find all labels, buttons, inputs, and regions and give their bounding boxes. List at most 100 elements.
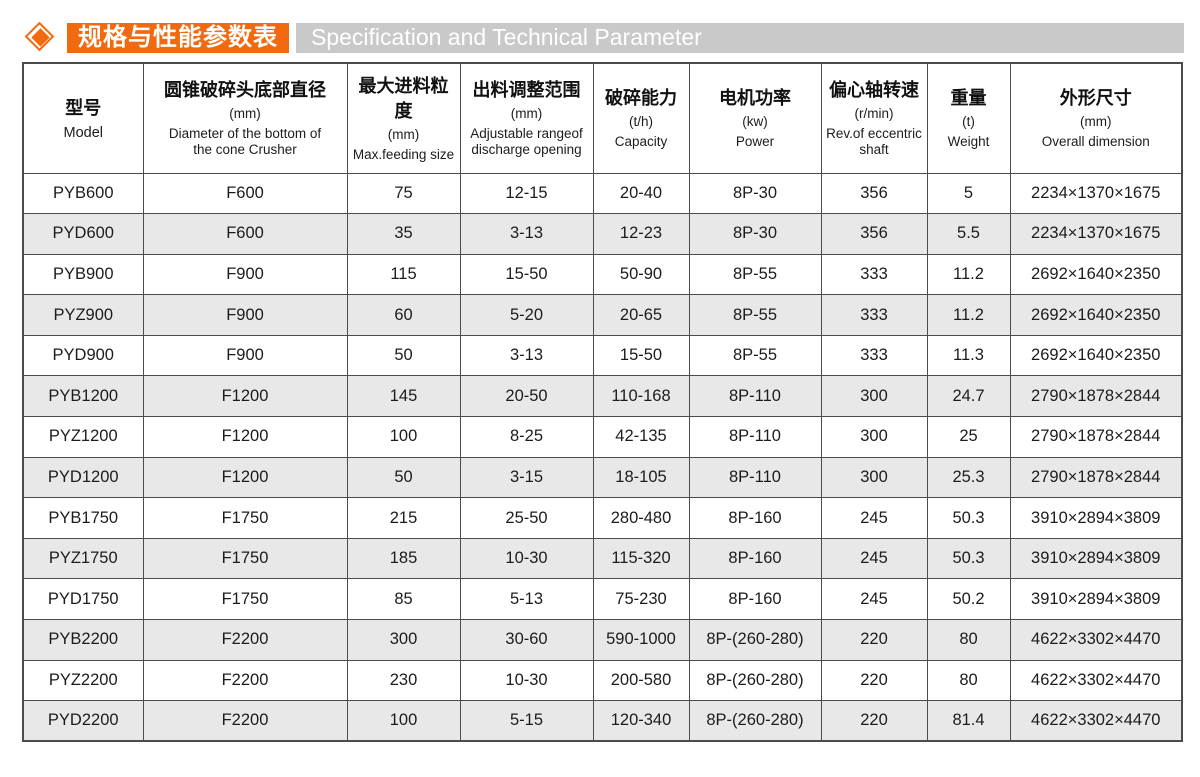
table-row-pyb2200: PYB2200 F2200 300 30-60 590-1000 8P-(260-280)… [22,619,1183,661]
column-unit: (t/h) [628,114,653,130]
cell-eccentric-speed: 333 [820,334,928,377]
cell-max-feeding-size: 185 [346,537,461,580]
cell-discharge-range: 5-15 [459,700,594,742]
cell-model: PYD1750 [22,578,144,621]
cell-bottom-diameter: F900 [142,253,348,296]
column-title-zh: 重量 [950,88,987,109]
cell-model: PYZ1750 [22,537,144,580]
cell-discharge-range: 20-50 [459,375,594,418]
cell-capacity: 20-40 [592,172,690,215]
cell-power: 8P-30 [688,213,822,255]
column-title-zh: 电机功率 [719,88,791,109]
column-unit: (mm) [510,106,543,122]
cell-overall-dimension: 2692×1640×2350 [1009,334,1183,377]
cell-capacity: 12-23 [592,213,690,255]
cell-weight: 11.3 [926,334,1011,377]
cell-overall-dimension: 2790×1878×2844 [1009,416,1183,458]
cell-weight: 5.5 [926,213,1011,255]
table-row-pyb1200: PYB1200 F1200 145 20-50 110-168 8P-110 300 24.7… [22,375,1183,418]
cell-discharge-range: 3-15 [459,456,594,499]
cell-power: 8P-110 [688,416,822,458]
column-title-zh: 外形尺寸 [1059,88,1132,109]
cell-weight: 11.2 [926,253,1011,296]
cell-bottom-diameter: F1200 [142,456,348,499]
cell-capacity: 120-340 [592,700,690,742]
cell-capacity: 200-580 [592,659,690,702]
cell-eccentric-speed: 220 [820,700,928,742]
cell-overall-dimension: 4622×3302×4470 [1009,700,1183,742]
cell-capacity: 42-135 [592,416,690,458]
cell-weight: 80 [926,659,1011,702]
cell-max-feeding-size: 215 [346,497,461,539]
cell-eccentric-speed: 333 [820,294,928,336]
table-row-pyz900: PYZ900 F900 60 5-20 20-65 8P-55 333 11.2 2692×16… [22,294,1183,336]
column-title-en: Power [735,134,775,150]
table-row-pyd1750: PYD1750 F1750 85 5-13 75-230 8P-160 245 50.2 391… [22,578,1183,621]
cell-model: PYB1200 [22,375,144,418]
cell-discharge-range: 5-20 [459,294,594,336]
cell-model: PYD600 [22,213,144,255]
column-title-en: Diameter of the bottom of the cone Crush… [168,126,322,158]
table-row-pyz1200: PYZ1200 F1200 100 8-25 42-135 8P-110 300 25 2790… [22,416,1183,458]
diamond-icon [24,21,58,55]
cell-max-feeding-size: 50 [346,456,461,499]
column-header-bottom-diameter: 圆锥破碎头底部直径 (mm) Diameter of the bottom of t… [142,62,348,174]
cell-overall-dimension: 4622×3302×4470 [1009,619,1183,661]
spec-table-head: 型号 Model 圆锥破碎头底部直径 (mm) Diameter of the bott… [22,62,1183,174]
page-header: 规格与性能参数表 Specification and Technical Par… [24,21,1184,55]
cell-bottom-diameter: F1750 [142,578,348,621]
cell-power: 8P-55 [688,334,822,377]
cell-bottom-diameter: F1750 [142,537,348,580]
cell-bottom-diameter: F1200 [142,375,348,418]
cell-model: PYD2200 [22,700,144,742]
cell-capacity: 590-1000 [592,619,690,661]
column-header-discharge-range: 出料调整范围 (mm) Adjustable rangeof discharge o… [459,62,594,174]
cell-discharge-range: 12-15 [459,172,594,215]
cell-power: 8P-55 [688,253,822,296]
cell-bottom-diameter: F900 [142,334,348,377]
cell-model: PYD1200 [22,456,144,499]
column-header-power: 电机功率 (kw) Power [688,62,822,174]
cell-eccentric-speed: 333 [820,253,928,296]
cell-overall-dimension: 2790×1878×2844 [1009,375,1183,418]
column-title-en: Max.feeding size [352,146,455,162]
cell-model: PYZ2200 [22,659,144,702]
cell-power: 8P-30 [688,172,822,215]
cell-discharge-range: 5-13 [459,578,594,621]
table-row-pyb600: PYB600 F600 75 12-15 20-40 8P-30 356 5 2234×1370… [22,172,1183,215]
cell-eccentric-speed: 245 [820,578,928,621]
cell-overall-dimension: 3910×2894×3809 [1009,537,1183,580]
cell-power: 8P-160 [688,537,822,580]
cell-bottom-diameter: F600 [142,172,348,215]
cell-capacity: 50-90 [592,253,690,296]
cell-model: PYZ1200 [22,416,144,458]
cell-max-feeding-size: 300 [346,619,461,661]
column-title-zh: 出料调整范围 [472,80,581,101]
cell-overall-dimension: 2234×1370×1675 [1009,172,1183,215]
cell-max-feeding-size: 85 [346,578,461,621]
column-title-en: Adjustable rangeof discharge opening [470,126,583,158]
cell-bottom-diameter: F1200 [142,416,348,458]
cell-power: 8P-160 [688,578,822,621]
cell-eccentric-speed: 356 [820,213,928,255]
cell-max-feeding-size: 230 [346,659,461,702]
page-title-chinese: 规格与性能参数表 [67,23,289,53]
cell-max-feeding-size: 100 [346,416,461,458]
table-row-pyd900: PYD900 F900 50 3-13 15-50 8P-55 333 11.3 2692×16… [22,334,1183,377]
cell-overall-dimension: 2234×1370×1675 [1009,213,1183,255]
cell-weight: 24.7 [926,375,1011,418]
column-title-en: Rev.of eccentric shaft [826,126,922,158]
column-unit: (kw) [742,114,768,130]
column-header-capacity: 破碎能力 (t/h) Capacity [592,62,690,174]
cell-bottom-diameter: F2200 [142,619,348,661]
cell-capacity: 15-50 [592,334,690,377]
column-title-en: Overall dimension [1041,134,1150,150]
table-row-pyd600: PYD600 F600 35 3-13 12-23 8P-30 356 5.5 2234×137… [22,213,1183,255]
cell-power: 8P-(260-280) [688,659,822,702]
cell-eccentric-speed: 245 [820,497,928,539]
cell-capacity: 115-320 [592,537,690,580]
column-header-model: 型号 Model [22,62,144,174]
cell-discharge-range: 15-50 [459,253,594,296]
cell-overall-dimension: 3910×2894×3809 [1009,578,1183,621]
cell-model: PYD900 [22,334,144,377]
